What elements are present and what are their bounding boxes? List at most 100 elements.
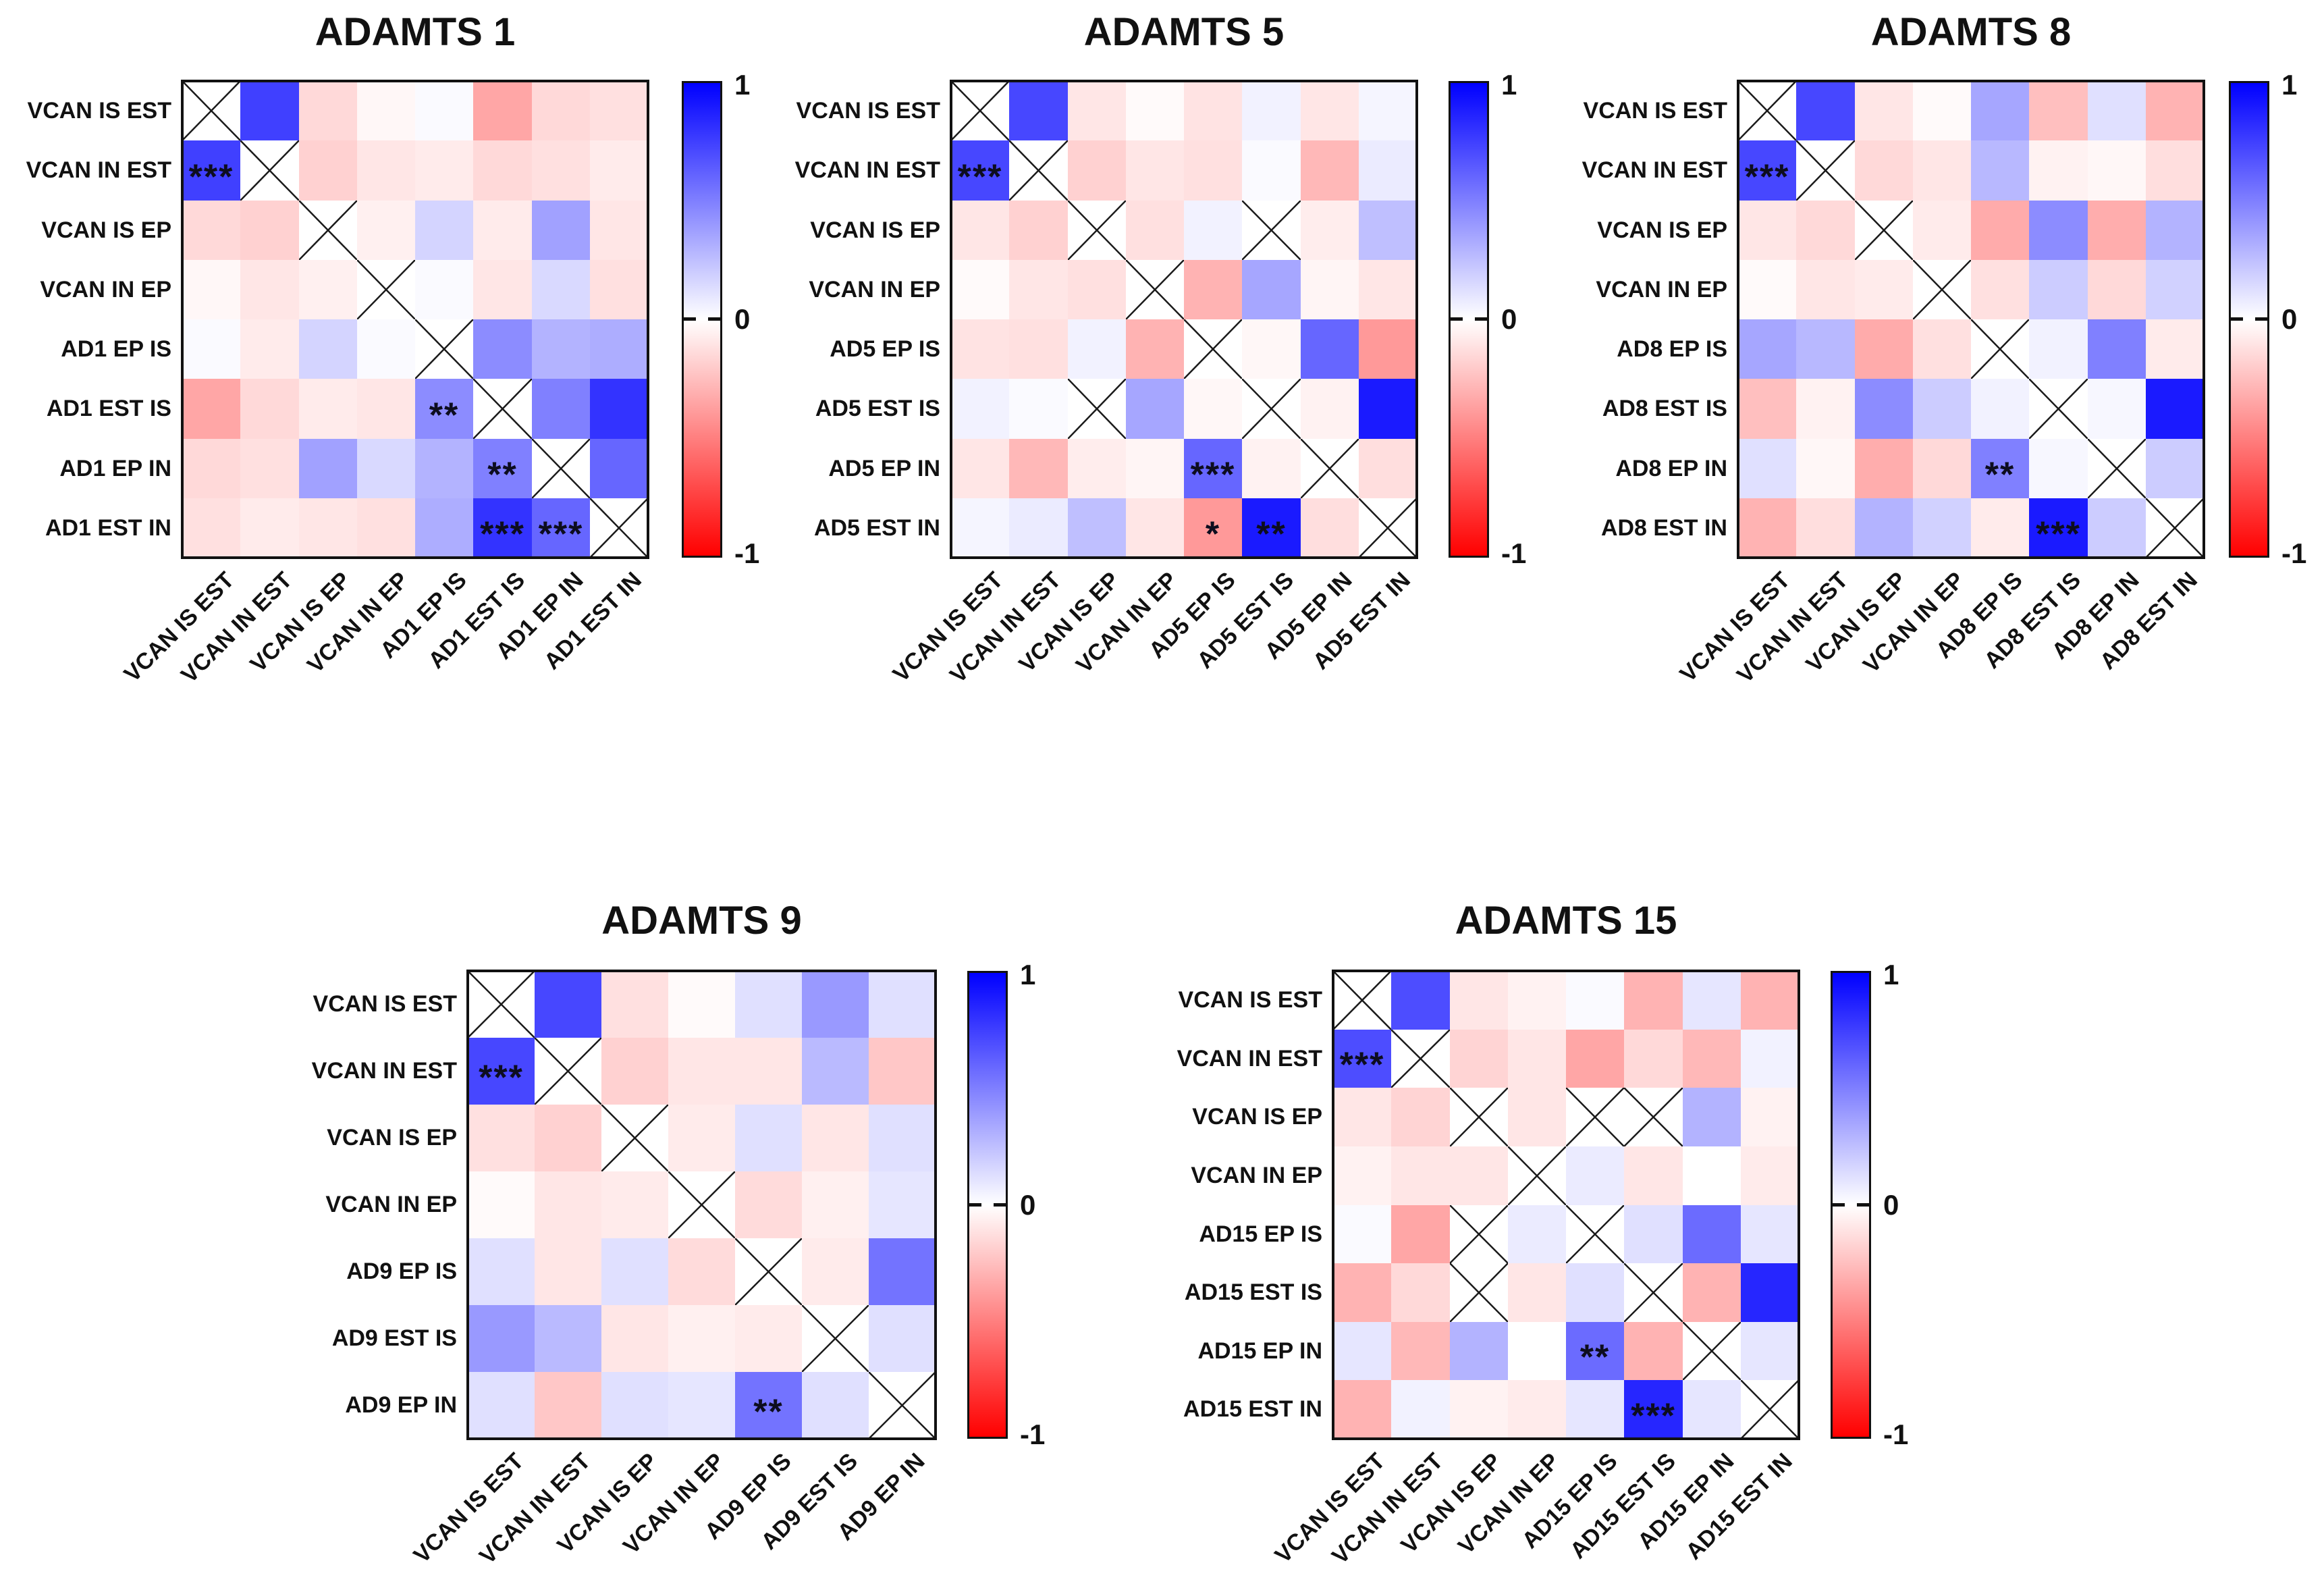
x-icon bbox=[473, 379, 532, 439]
corr-cell bbox=[1566, 1322, 1624, 1380]
corr-cell bbox=[1009, 201, 1068, 260]
corr-cell bbox=[1242, 498, 1301, 558]
corr-cell bbox=[1333, 1030, 1391, 1088]
corr-cell bbox=[668, 1171, 735, 1238]
corr-cell bbox=[299, 319, 357, 379]
row-label: VCAN IS EST bbox=[796, 97, 940, 124]
corr-cell bbox=[299, 260, 357, 319]
corr-cell bbox=[468, 1238, 535, 1305]
colorbar-tick-label: 0 bbox=[734, 303, 751, 335]
corr-cell bbox=[2029, 379, 2088, 439]
corr-cell bbox=[1391, 971, 1450, 1030]
corr-cell bbox=[532, 81, 590, 140]
corr-cell bbox=[1971, 498, 2029, 558]
row-label: VCAN IN EST bbox=[26, 157, 171, 183]
corr-cell bbox=[2088, 319, 2146, 379]
row-label: VCAN IN EP bbox=[1191, 1163, 1322, 1188]
corr-cell bbox=[1068, 498, 1126, 558]
col-label: VCAN IS EST bbox=[1675, 567, 1795, 687]
corr-cell bbox=[1624, 1322, 1683, 1380]
corr-cell bbox=[532, 439, 590, 498]
corr-cell bbox=[240, 319, 299, 379]
row-label: VCAN IS EP bbox=[810, 217, 940, 243]
corr-cell bbox=[1913, 140, 1971, 201]
corr-cell bbox=[468, 1105, 535, 1171]
corr-cell bbox=[1068, 260, 1126, 319]
corr-cell bbox=[1624, 1088, 1683, 1146]
corr-cell bbox=[2088, 201, 2146, 260]
corr-cell bbox=[182, 439, 240, 498]
corr-cell bbox=[668, 1372, 735, 1439]
corr-cell bbox=[1738, 201, 1796, 260]
corr-cell bbox=[1855, 81, 1913, 140]
col-label: VCAN IN EST bbox=[945, 567, 1066, 689]
colorbar-tick-label: -1 bbox=[1883, 1419, 1909, 1450]
corr-cell bbox=[590, 439, 648, 498]
matrix-border bbox=[466, 970, 937, 1440]
corr-cell bbox=[1242, 379, 1301, 439]
corr-cell bbox=[869, 1305, 936, 1372]
col-label: AD15 EP IN bbox=[1633, 1448, 1739, 1555]
corr-cell bbox=[1391, 1263, 1450, 1322]
corr-cell bbox=[1333, 1322, 1391, 1380]
corr-cell bbox=[1796, 319, 1855, 379]
corr-cell bbox=[590, 379, 648, 439]
significance-stars: ** bbox=[1984, 455, 2016, 495]
corr-cell bbox=[1184, 498, 1242, 558]
corr-cell bbox=[1333, 1205, 1391, 1263]
corr-cell bbox=[1126, 140, 1184, 201]
corr-cell bbox=[1855, 439, 1913, 498]
corr-cell bbox=[532, 498, 590, 558]
colorbar-zero-tick bbox=[2255, 317, 2267, 321]
col-label: VCAN IS EST bbox=[1270, 1448, 1390, 1568]
corr-cell bbox=[590, 140, 648, 201]
corr-cell bbox=[735, 1171, 802, 1238]
row-label: AD15 EP IS bbox=[1199, 1221, 1322, 1247]
corr-cell bbox=[1738, 498, 1796, 558]
corr-cell bbox=[1738, 379, 1796, 439]
x-icon bbox=[1624, 1263, 1683, 1322]
corr-cell bbox=[1009, 439, 1068, 498]
corr-cell bbox=[357, 260, 415, 319]
corr-cell bbox=[1738, 140, 1796, 201]
corr-cell bbox=[357, 498, 415, 558]
corr-cell bbox=[951, 379, 1009, 439]
corr-cell bbox=[357, 439, 415, 498]
corr-cell bbox=[1450, 971, 1508, 1030]
corr-cell bbox=[869, 971, 936, 1038]
corr-cell bbox=[1391, 1088, 1450, 1146]
col-label: AD8 EST IN bbox=[2095, 567, 2203, 675]
corr-cell bbox=[1391, 1205, 1450, 1263]
corr-cell bbox=[182, 201, 240, 260]
corr-cell bbox=[1301, 201, 1359, 260]
colorbar-zero-tick bbox=[969, 1202, 981, 1207]
corr-cell bbox=[473, 201, 532, 260]
corr-cell bbox=[1913, 498, 1971, 558]
corr-cell bbox=[1683, 1088, 1741, 1146]
row-label: VCAN IN EP bbox=[325, 1192, 457, 1217]
corr-cell bbox=[1009, 260, 1068, 319]
corr-cell bbox=[1971, 140, 2029, 201]
col-label: VCAN IN EST bbox=[1327, 1448, 1449, 1570]
corr-cell bbox=[1301, 498, 1359, 558]
significance-stars: *** bbox=[538, 514, 584, 554]
corr-cell bbox=[1508, 1322, 1566, 1380]
corr-cell bbox=[1068, 201, 1126, 260]
row-label: AD15 EP IN bbox=[1197, 1338, 1322, 1364]
corr-cell bbox=[1971, 201, 2029, 260]
corr-cell bbox=[1359, 81, 1417, 140]
corr-cell bbox=[473, 498, 532, 558]
corr-cell bbox=[668, 1305, 735, 1372]
col-label: VCAN IN EP bbox=[302, 567, 414, 679]
corr-cell bbox=[299, 201, 357, 260]
row-label: AD9 EP IS bbox=[346, 1259, 457, 1284]
corr-cell bbox=[802, 971, 869, 1038]
x-icon bbox=[1796, 140, 1855, 201]
corr-cell bbox=[1855, 319, 1913, 379]
corr-cell bbox=[869, 1105, 936, 1171]
corr-cell bbox=[1566, 1088, 1624, 1146]
matrix-border bbox=[950, 80, 1418, 559]
x-icon bbox=[299, 201, 357, 260]
row-label: VCAN IN EP bbox=[40, 276, 171, 302]
corr-cell bbox=[535, 1372, 601, 1439]
